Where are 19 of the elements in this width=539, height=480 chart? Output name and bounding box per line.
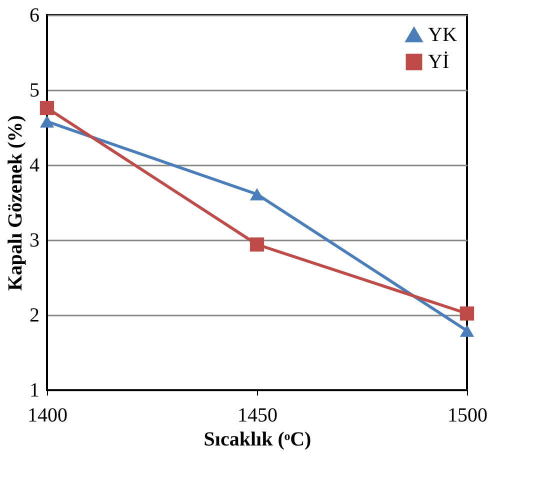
point (460, 324, 474, 337)
point (40, 100, 54, 116)
x-tick-label: 1500 (448, 404, 488, 426)
y-tick-label: 6 (30, 4, 40, 26)
y-axis-title: Kapalı Gözenek (%) (4, 115, 26, 291)
point (250, 237, 264, 252)
point (40, 115, 54, 128)
point (250, 188, 264, 200)
x-tick-label: 1400 (28, 404, 68, 426)
y-tick-label: 5 (30, 80, 40, 102)
y-tick-label: 4 (30, 154, 40, 176)
y-tick-label: 2 (30, 304, 40, 326)
x-tick-label: 1450 (238, 404, 278, 426)
point (460, 306, 474, 321)
y-tick-label: 1 (30, 380, 40, 402)
x-axis-title: Sıcaklık (ᵒC) (204, 428, 312, 450)
y-tick-label: 3 (30, 230, 40, 252)
legend-label: Yİ (428, 51, 450, 73)
legend-label: YK (428, 24, 458, 46)
